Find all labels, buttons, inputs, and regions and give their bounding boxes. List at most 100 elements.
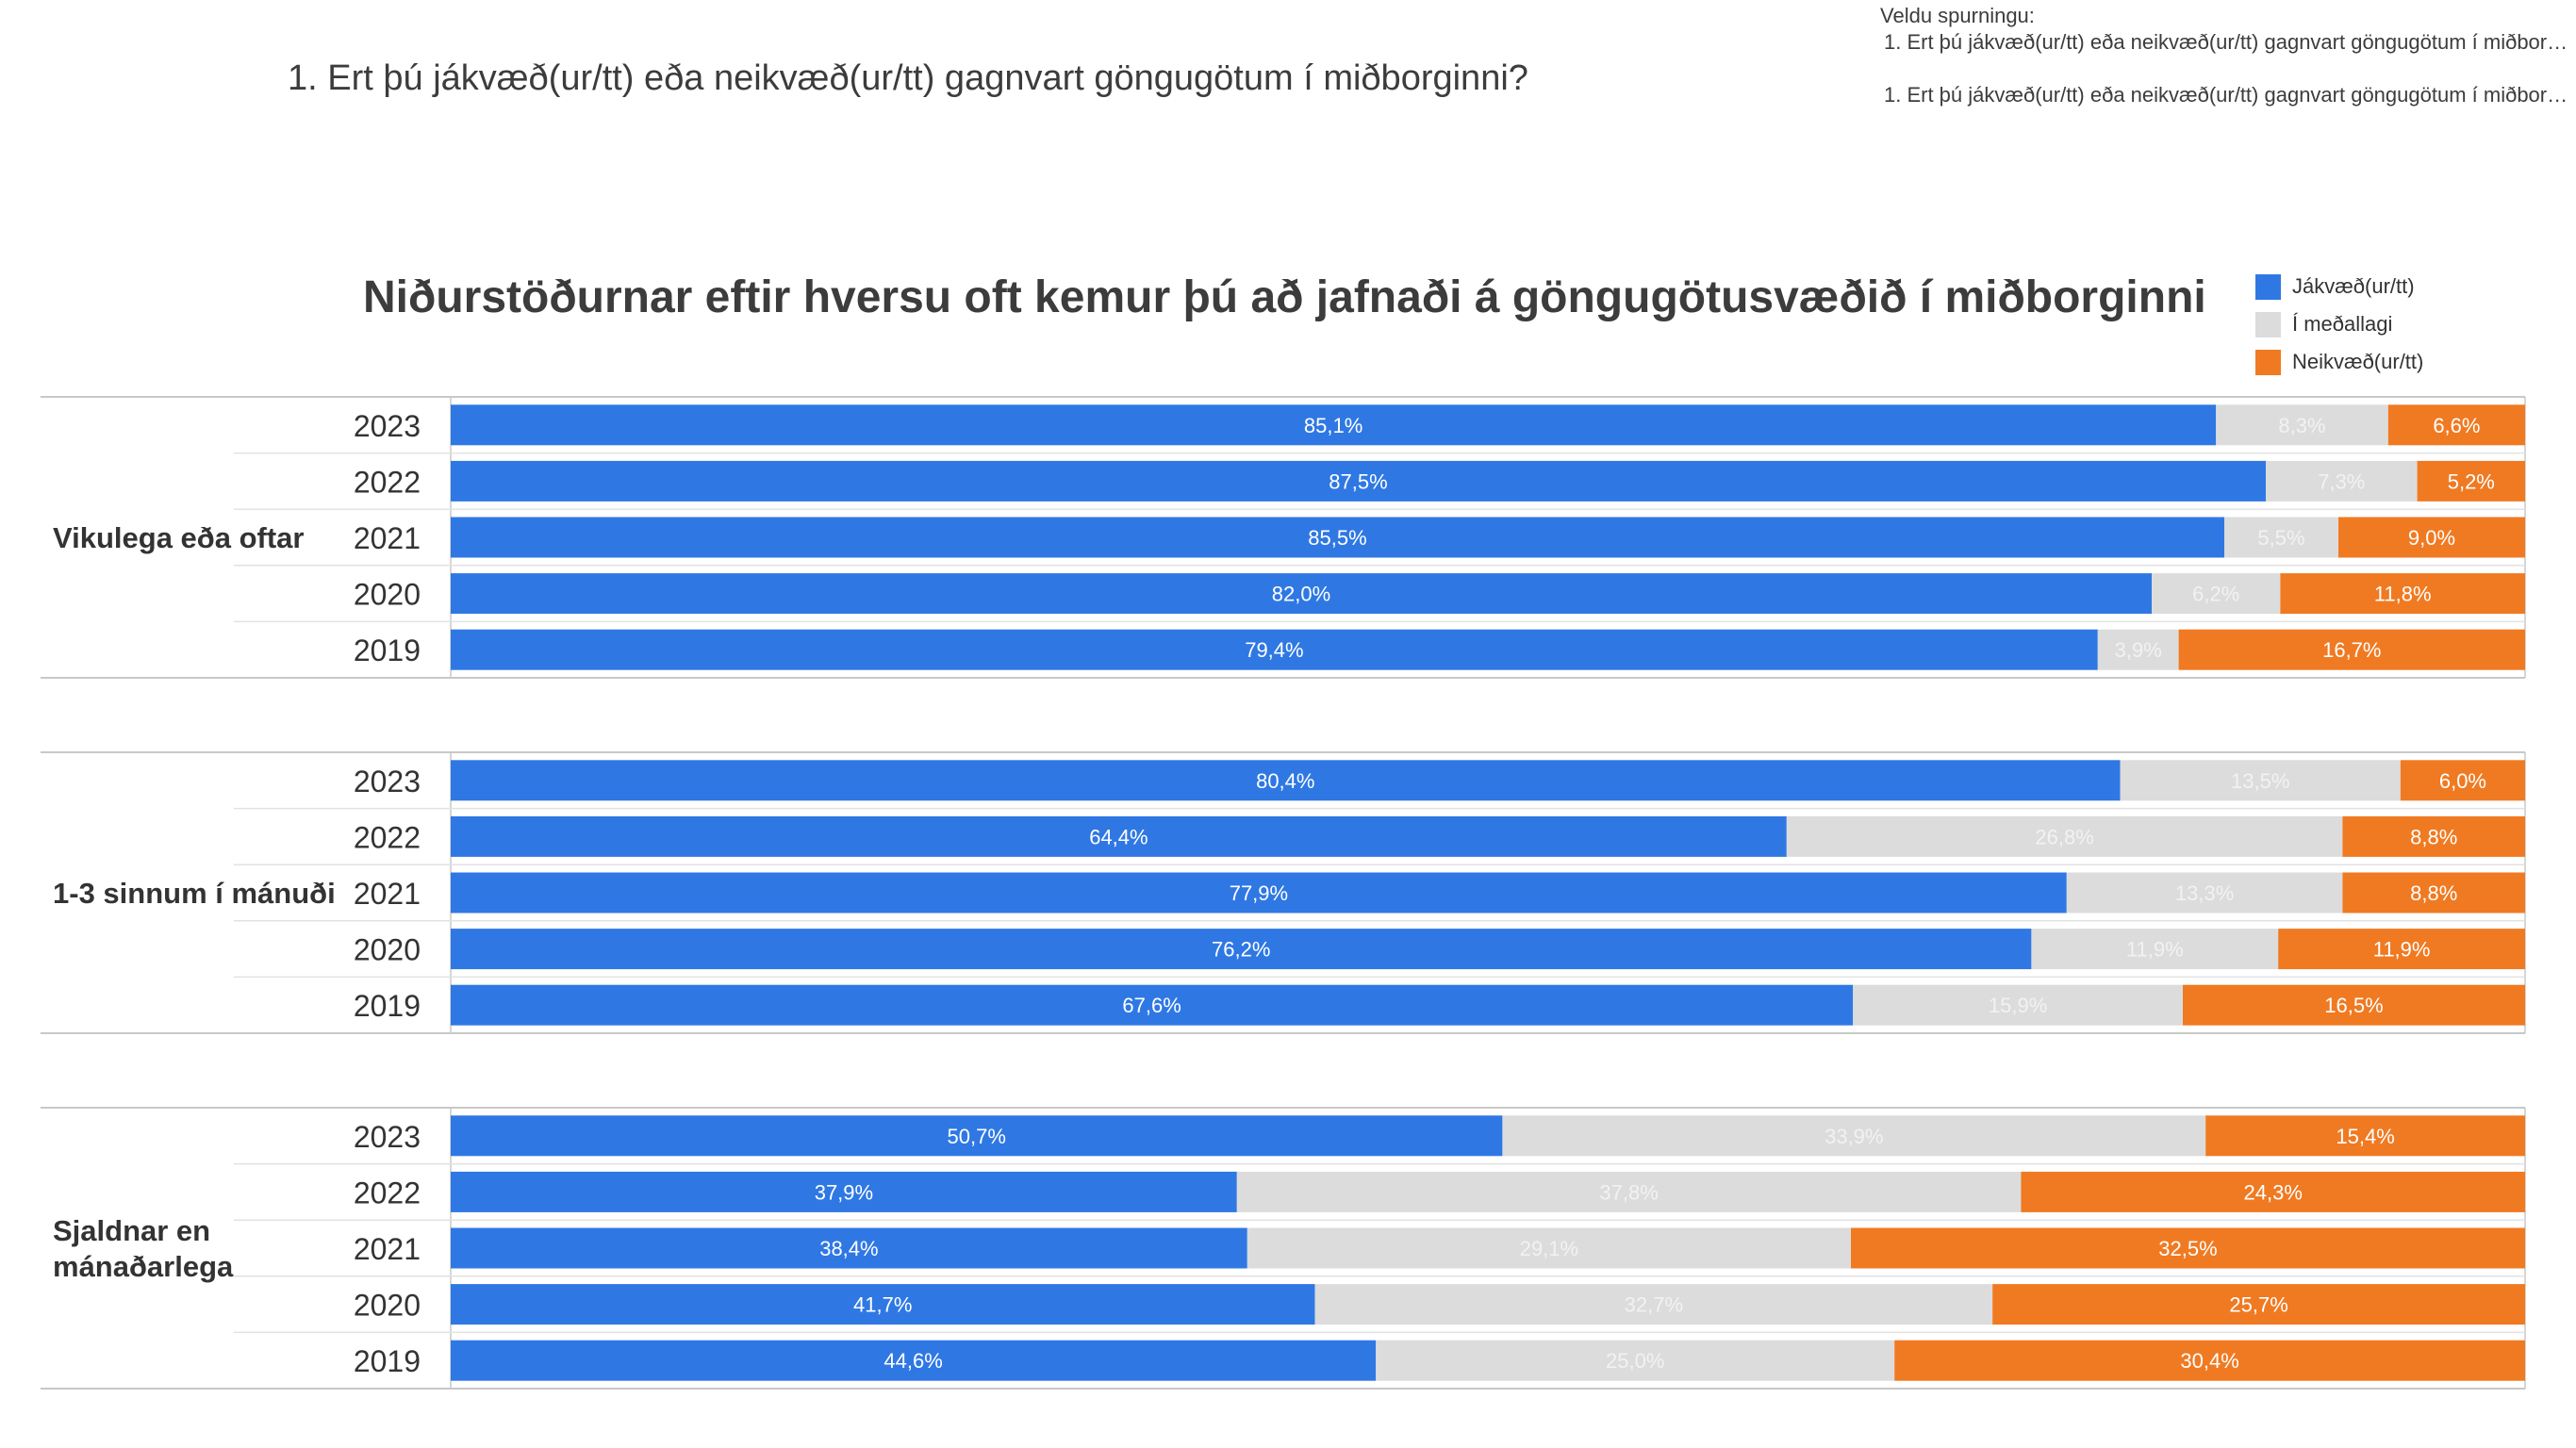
data-label-positive: 38,4% [819,1237,878,1260]
data-label-positive: 41,7% [853,1293,912,1317]
chart-title: Niðurstöðurnar eftir hversu oft kemur þú… [363,272,2206,322]
data-label-positive: 67,6% [1122,994,1181,1017]
bar-segment-neutral [2266,460,2418,502]
data-label-positive: 79,4% [1245,638,1303,662]
year-tick-label: 2020 [354,1289,421,1323]
year-tick-label: 2022 [354,465,421,499]
bar-segment-neutral [1376,1340,1895,1381]
legend-swatch-neutral [2255,311,2281,337]
year-tick-label: 2020 [354,933,421,967]
bar-segment-neutral [1314,1284,1993,1325]
data-label-neutral: 5,5% [2257,526,2304,550]
year-tick-label: 2023 [354,409,421,443]
bar-segment-negative [2400,760,2525,801]
data-label-negative: 30,4% [2180,1349,2238,1373]
legend-item-neutral: Í meðallagi [2255,305,2423,343]
data-label-negative: 15,4% [2336,1125,2394,1148]
data-label-neutral: 13,5% [2231,769,2289,793]
bar-segment-neutral [1853,984,2183,1026]
data-label-positive: 64,4% [1089,825,1148,848]
bar-segment-negative [2205,1115,2525,1157]
bar-segment-positive [451,872,2067,913]
bar-segment-positive [451,1340,1377,1381]
bar-segment-neutral [1247,1227,1851,1269]
bar-segment-negative [2387,404,2525,446]
year-tick-label: 2021 [354,877,421,911]
year-tick-label: 2023 [354,765,421,798]
data-label-negative: 8,8% [2410,825,2457,848]
data-label-negative: 24,3% [2244,1180,2303,1204]
data-label-neutral: 26,8% [2035,825,2093,848]
data-label-positive: 82,0% [1272,583,1330,606]
data-label-neutral: 11,9% [2126,938,2184,962]
legend-label-positive: Jákvæð(ur/tt) [2292,274,2415,298]
bar-segment-neutral [2031,929,2279,970]
data-label-negative: 6,0% [2439,769,2486,793]
bar-segment-negative [2342,872,2525,913]
bar-segment-positive [451,629,2098,670]
year-tick-label: 2021 [354,521,421,555]
chart-legend: Jákvæð(ur/tt) Í meðallagi Neikvæð(ur/tt) [2255,268,2423,381]
data-label-negative: 11,9% [2373,938,2431,962]
bar-segment-neutral [2224,517,2338,558]
year-tick-label: 2020 [354,578,421,612]
bar-segment-negative [1992,1284,2525,1325]
legend-swatch-negative [2255,349,2281,375]
bar-segment-neutral [2097,629,2179,670]
bar-segment-neutral [2216,404,2388,446]
bar-segment-positive [451,1115,1503,1157]
bar-segment-negative [2021,1171,2525,1212]
bar-segment-negative [1851,1227,2525,1269]
bar-segment-negative [2342,815,2525,857]
data-label-negative: 16,7% [2322,638,2381,662]
bar-segment-positive [451,404,2217,446]
group-label: Sjaldnar en mánaðarlega [53,1214,234,1283]
data-label-neutral: 8,3% [2278,414,2325,437]
bar-segment-positive [451,815,1787,857]
bar-segment-positive [451,1171,1237,1212]
group-label: 1-3 sinnum í mánuði [53,877,336,910]
bar-segment-positive [451,1227,1247,1269]
legend-item-negative: Neikvæð(ur/tt) [2255,343,2423,381]
legend-item-positive: Jákvæð(ur/tt) [2255,268,2423,305]
data-label-negative: 32,5% [2158,1237,2217,1260]
data-label-negative: 16,5% [2324,994,2383,1017]
data-label-positive: 85,1% [1304,414,1362,437]
year-tick-label: 2019 [354,634,421,667]
year-tick-label: 2023 [354,1120,421,1154]
bar-segment-negative [2338,517,2525,558]
bar-segment-positive [451,517,2224,558]
legend-swatch-positive [2255,273,2281,300]
data-label-negative: 25,7% [2229,1293,2287,1317]
data-label-positive: 77,9% [1230,881,1288,905]
bar-segment-negative [2280,573,2525,615]
data-label-negative: 9,0% [2408,526,2455,550]
legend-label-negative: Neikvæð(ur/tt) [2292,350,2424,373]
data-label-positive: 76,2% [1212,938,1270,962]
data-label-neutral: 33,9% [1825,1125,1883,1148]
bar-segment-positive [451,573,2152,615]
data-label-negative: 6,6% [2433,414,2480,437]
bar-segment-neutral [2152,573,2281,615]
year-tick-label: 2019 [354,1344,421,1378]
bar-segment-neutral [1236,1171,2022,1212]
data-label-negative: 5,2% [2448,469,2495,493]
question-heading: 1. Ert þú jákvæð(ur/tt) eða neikvæð(ur/t… [288,58,1528,98]
bar-segment-negative [2278,929,2525,970]
bar-segment-positive [451,984,1854,1026]
data-label-negative: 8,8% [2410,881,2457,905]
data-label-neutral: 15,9% [1989,994,2047,1017]
year-tick-label: 2021 [354,1232,421,1266]
data-label-neutral: 7,3% [2318,469,2365,493]
question-selector[interactable]: Veldu spurningu: 1. Ert þú jákvæð(ur/tt)… [1880,4,2576,107]
bar-segment-positive [451,460,2266,502]
data-label-positive: 85,5% [1308,526,1366,550]
bar-segment-positive [451,760,2121,801]
data-label-positive: 80,4% [1256,769,1314,793]
bar-segment-negative [1894,1340,2525,1381]
data-label-neutral: 6,2% [2192,583,2239,606]
year-tick-label: 2022 [354,1176,421,1209]
selector-label: Veldu spurningu: [1880,4,2035,27]
data-label-positive: 87,5% [1329,469,1387,493]
